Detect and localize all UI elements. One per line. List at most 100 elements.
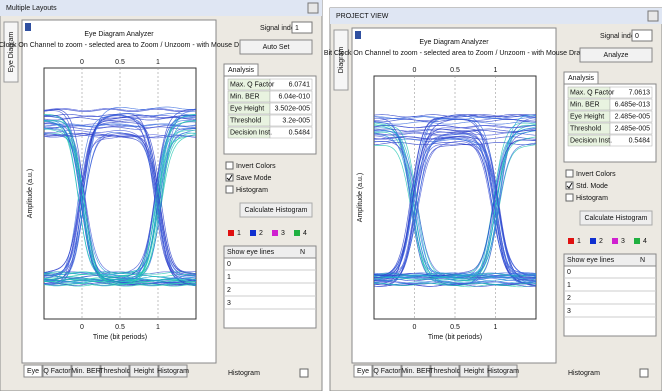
result-value: 6.0741 xyxy=(289,81,311,88)
bottom-tab[interactable] xyxy=(372,364,402,378)
checkbox-label: Std. Mode xyxy=(576,183,608,190)
eye-trace xyxy=(44,134,196,275)
result-value-cell xyxy=(269,102,313,115)
bottom-tab-label: Eye xyxy=(357,368,369,375)
close-button[interactable] xyxy=(647,10,659,22)
bottom-tab-label: Q Factor xyxy=(43,368,71,375)
x-tick-label: 1 xyxy=(156,324,160,331)
side-tab-label: Eye Diagram xyxy=(8,32,15,73)
result-label: Threshold xyxy=(570,125,601,132)
bottom-tab[interactable] xyxy=(71,364,101,378)
checkbox-label: Invert Colors xyxy=(236,163,276,170)
button[interactable] xyxy=(579,47,653,63)
bottom-tab-label: Threshold xyxy=(99,368,130,375)
eye-table-header-bg xyxy=(223,245,317,259)
bottom-tab-label: Height xyxy=(464,368,484,375)
checkbox[interactable] xyxy=(565,169,574,178)
eye-trace xyxy=(44,120,196,274)
bottom-tab[interactable] xyxy=(158,364,188,378)
panel-icon xyxy=(25,23,31,31)
eye-trace xyxy=(44,123,196,127)
signal-index-input[interactable] xyxy=(291,21,313,34)
bottom-checkbox[interactable] xyxy=(299,368,309,378)
histogram-button[interactable] xyxy=(239,202,313,218)
eye-table-header: Show eye lines xyxy=(227,249,275,256)
result-label: Max. Q Factor xyxy=(570,89,615,96)
checkbox-label: Invert Colors xyxy=(576,171,616,178)
legend-label: 3 xyxy=(281,230,285,237)
legend-swatch[interactable] xyxy=(590,238,596,244)
signal-index-label: Signal index xyxy=(600,33,639,40)
title-bar xyxy=(330,8,662,24)
close-button[interactable] xyxy=(307,2,319,14)
result-value: 0.5484 xyxy=(629,137,651,144)
eye-trace xyxy=(44,106,196,285)
side-tab[interactable] xyxy=(3,21,19,83)
bottom-tab[interactable] xyxy=(488,364,518,378)
legend-swatch[interactable] xyxy=(612,238,618,244)
bottom-tab-label: Height xyxy=(134,368,154,375)
legend-label: 2 xyxy=(259,230,263,237)
histogram-button-label: Calculate Histogram xyxy=(584,215,647,222)
eye-trace xyxy=(374,128,536,279)
result-value-cell xyxy=(269,126,313,139)
result-value-cell xyxy=(269,114,313,127)
legend-swatch[interactable] xyxy=(250,230,256,236)
result-label: Eye Height xyxy=(230,105,264,112)
eye-trace xyxy=(374,136,536,140)
bottom-tab[interactable] xyxy=(401,364,431,378)
eye-trace xyxy=(44,119,196,285)
legend-swatch[interactable] xyxy=(294,230,300,236)
eye-trace xyxy=(44,132,196,282)
bottom-checkbox-label: Histogram xyxy=(568,370,600,377)
result-value-cell xyxy=(609,122,653,135)
result-value-cell xyxy=(609,134,653,147)
legend-swatch[interactable] xyxy=(272,230,278,236)
eye-trace xyxy=(374,141,536,276)
legend-swatch[interactable] xyxy=(634,238,640,244)
window: Multiple Layouts Eye Diagram Eye Diagram A… xyxy=(0,0,323,391)
checkbox-label: Histogram xyxy=(236,187,268,194)
histogram-button-label: Calculate Histogram xyxy=(244,207,307,214)
result-value: 0.5484 xyxy=(289,129,311,136)
checkbox[interactable] xyxy=(225,185,234,194)
eye-trace xyxy=(44,135,196,285)
bottom-tab[interactable] xyxy=(353,364,373,378)
subtitle: Bit Clock On Channel to zoom - selected … xyxy=(0,42,249,49)
eye-table-row-label: 0 xyxy=(227,261,231,268)
bottom-tab-label: Q Factor xyxy=(373,368,401,375)
x-tick-label: 1 xyxy=(156,59,160,66)
analysis-tab-label: Analysis xyxy=(568,75,595,82)
checkbox[interactable] xyxy=(225,173,234,182)
bottom-tab[interactable] xyxy=(42,364,72,378)
button[interactable] xyxy=(239,39,313,55)
result-label: Threshold xyxy=(230,117,261,124)
checkbox[interactable] xyxy=(565,193,574,202)
bottom-checkbox[interactable] xyxy=(639,368,649,378)
eye-trace xyxy=(44,107,196,112)
eye-trace xyxy=(374,130,536,281)
histogram-button[interactable] xyxy=(579,210,653,226)
checkbox[interactable] xyxy=(565,181,574,190)
bottom-tab[interactable] xyxy=(23,364,43,378)
eye-trace xyxy=(44,122,196,283)
result-label: Decision Inst. xyxy=(570,137,612,144)
bottom-tab[interactable] xyxy=(129,364,159,378)
legend-swatch[interactable] xyxy=(568,238,574,244)
eye-table-header: N xyxy=(300,249,305,256)
signal-index-input[interactable] xyxy=(631,29,653,42)
eye-trace xyxy=(44,114,196,280)
checkmark xyxy=(226,174,233,181)
eye-trace xyxy=(44,132,196,286)
result-value: 7.0613 xyxy=(629,89,651,96)
side-tab[interactable] xyxy=(333,29,349,91)
legend-label: 4 xyxy=(303,230,307,237)
checkbox[interactable] xyxy=(225,161,234,170)
legend-swatch[interactable] xyxy=(228,230,234,236)
result-value-cell xyxy=(609,110,653,123)
bottom-tab[interactable] xyxy=(459,364,489,378)
bottom-tab[interactable] xyxy=(100,364,130,378)
bottom-tab[interactable] xyxy=(430,364,460,378)
window-title: Multiple Layouts xyxy=(6,5,57,12)
legend-label: 3 xyxy=(621,238,625,245)
